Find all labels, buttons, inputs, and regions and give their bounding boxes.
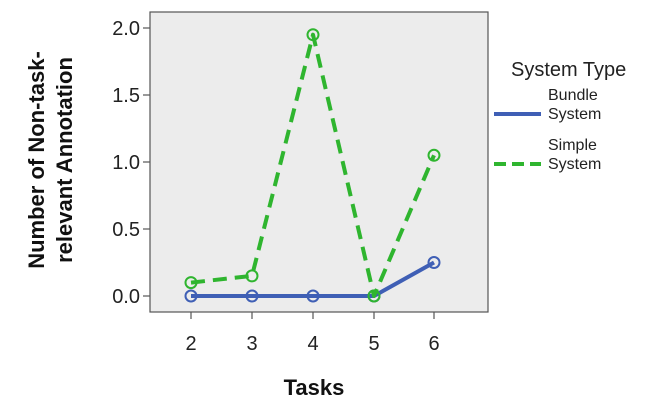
y-axis-title-line-1: Number of Non-task- xyxy=(24,51,49,269)
y-tick-label: 2.0 xyxy=(112,18,140,40)
x-axis: 2 3 4 5 6 xyxy=(185,312,440,355)
y-tick-label: 1.0 xyxy=(112,152,140,174)
x-tick-label: 3 xyxy=(246,333,257,355)
data-point xyxy=(306,289,320,303)
data-point xyxy=(367,289,381,303)
data-point xyxy=(306,28,320,42)
x-tick-label: 4 xyxy=(307,333,318,355)
y-axis: 0.0 0.5 1.0 1.5 2.0 xyxy=(112,18,150,308)
y-tick-label: 0.5 xyxy=(112,219,140,241)
legend-label-0: Bundle System xyxy=(548,87,601,123)
data-point xyxy=(245,269,259,283)
series-layer xyxy=(184,28,441,303)
data-point xyxy=(427,256,441,269)
y-tick-label: 1.5 xyxy=(112,85,140,107)
data-point xyxy=(184,289,198,303)
legend-title: System Type xyxy=(511,59,626,81)
legend: System Type Bundle System Simple System xyxy=(494,59,626,173)
x-tick-label: 6 xyxy=(428,333,439,355)
data-point xyxy=(184,276,198,290)
y-axis-title-line-2: relevant Annotation xyxy=(52,57,77,263)
x-tick-label: 2 xyxy=(185,333,196,355)
data-point xyxy=(245,289,259,303)
data-point xyxy=(427,148,441,162)
series-line-1 xyxy=(190,32,436,298)
x-axis-title: Tasks xyxy=(284,375,345,400)
y-tick-label: 0.0 xyxy=(112,286,140,308)
x-tick-label: 5 xyxy=(368,333,379,355)
legend-label-1: Simple System xyxy=(548,137,601,173)
series-line-0 xyxy=(191,260,435,298)
